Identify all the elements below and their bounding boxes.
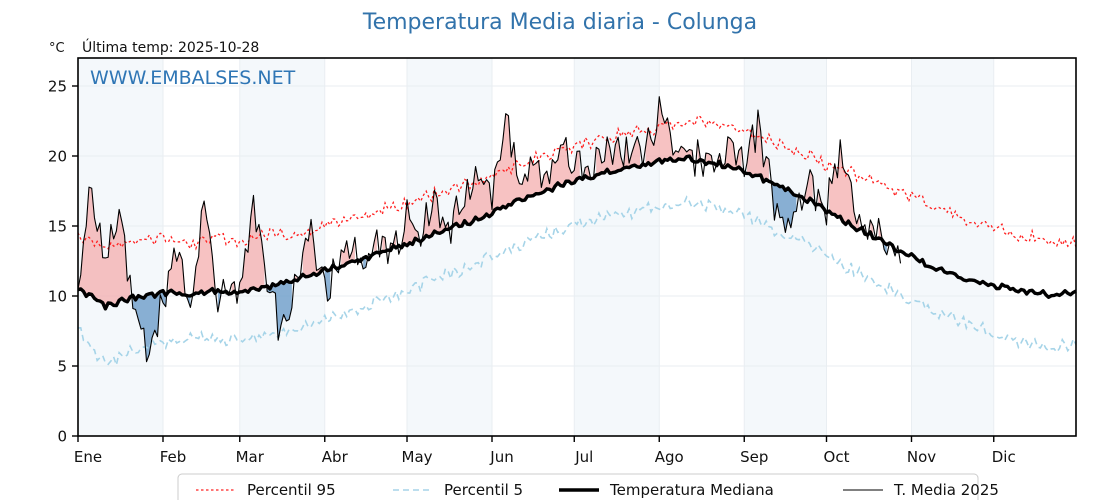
legend-item[interactable]: T. Media 2025 xyxy=(843,481,999,499)
x-tick-label: Abr xyxy=(322,448,349,466)
x-tick-label: Sep xyxy=(740,448,768,466)
fill-above-median xyxy=(804,169,813,203)
legend-label: Percentil 95 xyxy=(247,481,336,499)
fill-above-median xyxy=(382,236,386,252)
fill-above-median xyxy=(302,219,323,277)
chart-legend: Percentil 95 Percentil 5 Temperatura Media… xyxy=(177,473,999,504)
x-tick-label: May xyxy=(402,448,433,466)
y-tick-label: 25 xyxy=(48,78,67,96)
y-tick-label: 5 xyxy=(57,358,67,376)
fill-above-median xyxy=(193,201,216,295)
legend-label: Percentil 5 xyxy=(444,481,523,499)
watermark: WWW.EMBALSES.NET xyxy=(90,67,296,89)
x-tick-label: Ago xyxy=(655,448,684,466)
y-tick-label: 10 xyxy=(48,288,67,306)
y-axis-unit-label: °C xyxy=(49,41,65,56)
month-band xyxy=(826,58,912,436)
plot-frame xyxy=(77,57,1077,437)
series-lines xyxy=(77,96,1077,369)
month-band xyxy=(659,58,745,436)
series-t-media-2025 xyxy=(77,96,902,363)
month-band xyxy=(407,58,493,436)
month-band xyxy=(574,58,660,436)
fill-above-median xyxy=(239,195,265,293)
month-band xyxy=(492,58,575,436)
legend-item[interactable]: Percentil 5 xyxy=(393,481,523,499)
y-tick-label: 0 xyxy=(57,428,67,446)
x-axis: Ene Feb Mar Abr May Jun Jul Ago Sep Oct Nov Dic xyxy=(74,436,1016,466)
fill-below-median xyxy=(771,182,797,233)
fill-above-median xyxy=(596,136,641,175)
legend-item[interactable]: Percentil 95 xyxy=(196,481,336,499)
y-tick-label: 20 xyxy=(48,148,67,166)
y-tick-label: 15 xyxy=(48,218,67,236)
x-tick-label: Jun xyxy=(489,448,513,466)
fill-above-median xyxy=(401,199,418,248)
fill-above-median xyxy=(829,139,860,231)
last-temp-label: Última temp: 2025-10-28 xyxy=(82,38,259,56)
month-band xyxy=(744,58,827,436)
x-tick-label: Dic xyxy=(992,448,1016,466)
legend-label: Temperatura Mediana xyxy=(609,481,774,499)
series-percentil-95 xyxy=(77,115,1077,251)
x-tick-label: Nov xyxy=(907,448,936,466)
fill-below-median xyxy=(324,267,331,302)
month-bands xyxy=(78,58,1076,436)
x-tick-label: Feb xyxy=(160,448,187,466)
x-tick-label: Jul xyxy=(574,448,593,466)
series-temperatura-mediana xyxy=(77,154,1077,311)
fill-below-median xyxy=(267,280,292,341)
fill-above-median xyxy=(374,229,377,254)
legend-label: T. Media 2025 xyxy=(893,481,999,499)
series-percentil-5 xyxy=(77,195,1077,369)
page-title: Temperatura Media diaria - Colunga xyxy=(362,10,757,35)
x-tick-label: Oct xyxy=(824,448,850,466)
fill-above-median xyxy=(78,187,131,309)
fill-below-median xyxy=(132,290,166,362)
x-tick-label: Ene xyxy=(74,448,102,466)
month-band xyxy=(911,58,994,436)
x-tick-label: Mar xyxy=(236,448,265,466)
fill-above-median xyxy=(453,113,580,227)
fill-above-median xyxy=(423,190,449,240)
legend-item[interactable]: Temperatura Mediana xyxy=(559,481,774,499)
month-band xyxy=(993,58,1076,436)
y-axis: 0 5 10 15 20 25 xyxy=(48,78,78,446)
